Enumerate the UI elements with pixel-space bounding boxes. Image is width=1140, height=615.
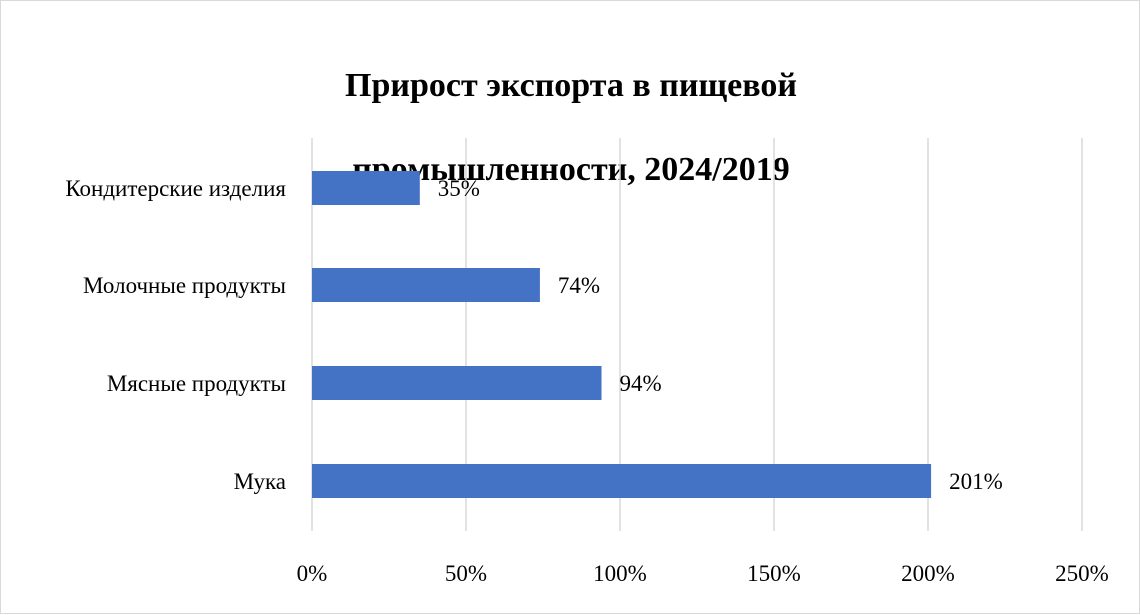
data-label: 201% — [949, 469, 1003, 494]
x-tick-label: 0% — [297, 561, 328, 586]
category-label: Мука — [234, 469, 286, 494]
bar-2 — [312, 268, 540, 302]
chart-title-line-2: промышленности, 2024/2019 — [352, 151, 790, 188]
category-label: Мясные продукты — [107, 371, 286, 396]
x-tick-label: 100% — [593, 561, 647, 586]
category-label: Молочные продукты — [83, 273, 286, 298]
chart-title: Прирост экспорта в пищевой промышленност… — [1, 23, 1140, 233]
data-label: 94% — [620, 371, 662, 396]
x-tick-label: 150% — [747, 561, 801, 586]
bar-1 — [312, 171, 420, 205]
data-label: 35% — [438, 176, 480, 201]
chart-title-line-1: Прирост экспорта в пищевой — [345, 67, 797, 104]
bar-3 — [312, 366, 602, 400]
x-tick-label: 250% — [1055, 561, 1109, 586]
x-tick-label: 50% — [445, 561, 487, 586]
data-label: 74% — [558, 273, 600, 298]
category-label: Кондитерские изделия — [65, 176, 286, 201]
x-tick-label: 200% — [901, 561, 955, 586]
bar-4 — [312, 464, 932, 498]
